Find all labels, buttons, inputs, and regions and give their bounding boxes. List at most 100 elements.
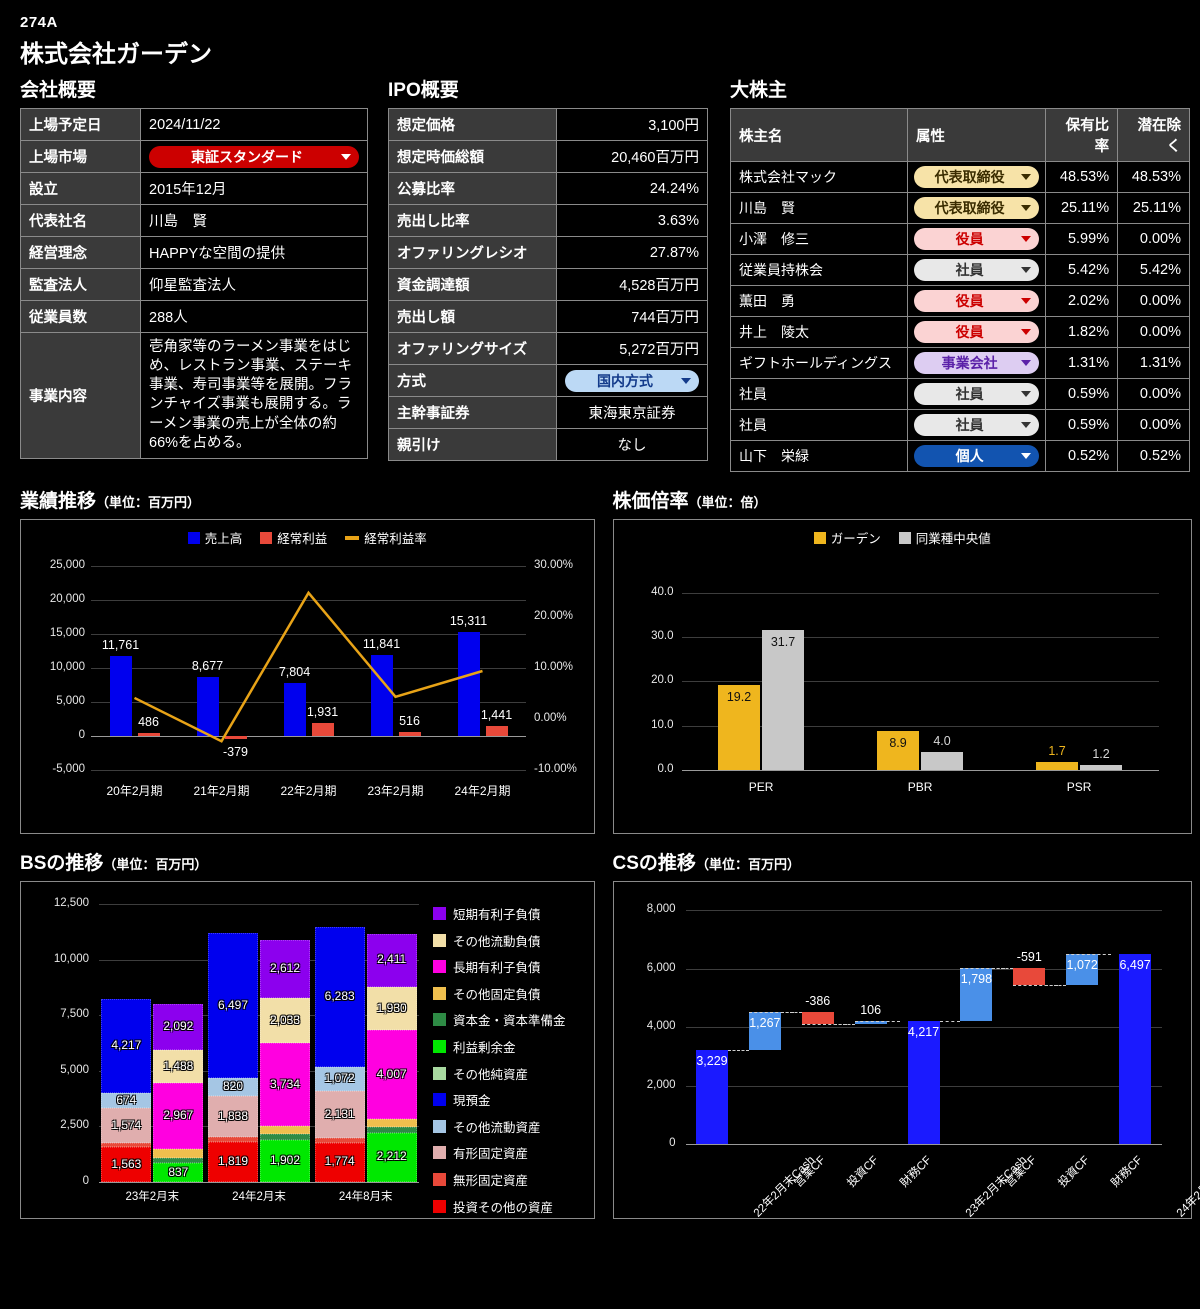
holder-attribute: 社員	[907, 409, 1047, 441]
bar-liability-segment	[260, 1126, 310, 1135]
y-axis-tick: 5,000	[60, 1063, 89, 1076]
holder-name: 山下 栄緑	[729, 440, 909, 472]
segment-value-label: 2,967	[163, 1108, 194, 1123]
ipo-row-key: 公募比率	[388, 172, 557, 205]
table-row: 事業内容 壱角家等のラーメン事業をはじめ、レストラン事業、ステーキ事業、寿司事業等…	[20, 332, 368, 459]
attribute-badge[interactable]: 役員	[914, 290, 1040, 312]
y-axis-tick: 30.0	[651, 630, 674, 643]
bar-liability-segment	[260, 1139, 310, 1182]
badge-label: 国内方式	[597, 372, 653, 389]
holder-attribute: 社員	[907, 254, 1047, 286]
holder-attribute: 代表取締役	[907, 161, 1047, 193]
segment-value-label: 1,930	[376, 1000, 407, 1015]
holder-ratio-ex-potential: 0.00%	[1117, 409, 1190, 441]
bar-asset-segment	[101, 1147, 152, 1182]
y-axis-tick: 10,000	[49, 661, 85, 673]
x-axis-tick: 24年2月末Cash	[1174, 1154, 1200, 1220]
bar-asset-segment	[208, 1141, 258, 1182]
waterfall-connector	[992, 968, 1014, 970]
waterfall-value-label: 1,798	[960, 972, 993, 987]
badge-label: 社員	[955, 386, 984, 402]
segment-value-label: 674	[116, 1092, 137, 1107]
waterfall-bar-down	[801, 1012, 834, 1024]
waterfall-bar-up	[748, 1012, 781, 1050]
holder-ratio: 5.99%	[1045, 223, 1119, 255]
gridline	[91, 566, 526, 567]
legend-swatch	[433, 1093, 446, 1107]
company-row-value: 288人	[140, 300, 368, 333]
holder-ratio: 0.59%	[1045, 409, 1119, 441]
y-axis-tick: 8,000	[646, 903, 676, 915]
attribute-badge[interactable]: 役員	[914, 228, 1040, 250]
table-row: 山下 栄緑 個人 0.52% 0.52%	[729, 440, 1190, 472]
legend-item: 利益剰余金	[433, 1037, 566, 1056]
table-row: 小澤 修三 役員 5.99% 0.00%	[729, 223, 1190, 255]
bar-asset-segment	[101, 1093, 152, 1109]
y-axis-tick: 5,000	[56, 695, 85, 707]
legend-label: 有形固定資産	[453, 1147, 529, 1162]
ipo-row-value: 3,100円	[556, 108, 708, 141]
legend-label: その他流動負債	[453, 934, 541, 949]
waterfall-bar-up	[1066, 953, 1099, 986]
holder-attribute: 役員	[907, 285, 1047, 317]
gridline	[99, 904, 419, 905]
table-row: 従業員持株会 社員 5.42% 5.42%	[729, 254, 1190, 286]
legend-swatch	[813, 531, 826, 544]
bar-asset-segment	[314, 1090, 365, 1139]
bar-value-label: 1.7	[1048, 744, 1066, 759]
waterfall-connector	[939, 1020, 961, 1022]
legend-item: 長期有利子負債	[433, 957, 566, 976]
attribute-badge[interactable]: 事業会社	[914, 352, 1040, 374]
company-row-key: 代表社名	[20, 204, 141, 237]
y-axis-tick: 10,000	[53, 952, 89, 965]
attribute-badge[interactable]: 役員	[914, 321, 1040, 343]
bar-label-sales: 7,804	[278, 664, 311, 679]
market-badge[interactable]: 東証スタンダード	[149, 145, 359, 168]
attribute-badge[interactable]: 個人	[914, 445, 1040, 467]
gridline	[685, 910, 1162, 911]
x-axis-tick: 21年2月期	[193, 784, 250, 798]
legend-label: 売上高	[204, 532, 243, 546]
holder-name: 株式会社マック	[729, 161, 909, 193]
gridline	[91, 736, 526, 737]
y2-axis-tick: 10.00%	[534, 661, 574, 673]
badge-label: 事業会社	[941, 355, 998, 371]
x-axis-tick: 財務CF	[1109, 1154, 1146, 1190]
y-axis-tick: 25,000	[49, 559, 85, 571]
legend-item: 有形固定資産	[433, 1143, 566, 1162]
badge-label: 社員	[955, 262, 984, 278]
y-axis-tick: 0.0	[657, 763, 674, 775]
ipo-row-value: 東海東京証券	[556, 396, 708, 429]
attribute-badge[interactable]: 代表取締役	[914, 166, 1040, 188]
chevron-down-icon	[1021, 205, 1032, 211]
holder-ratio-ex-potential: 0.00%	[1117, 378, 1190, 410]
attribute-badge[interactable]: 代表取締役	[914, 197, 1040, 219]
segment-value-label: 2,612	[269, 961, 301, 976]
bs-unit: （単位：百万円）	[103, 857, 208, 872]
holder-attribute: 役員	[907, 223, 1047, 255]
legend-label: 同業種中央値	[915, 532, 991, 546]
company-name: 株式会社ガーデン	[20, 41, 212, 68]
attribute-badge[interactable]: 社員	[914, 383, 1040, 405]
table-row: 公募比率 24.24%	[388, 172, 708, 205]
ipo-row-value: 国内方式	[556, 364, 708, 397]
bar-liability-segment	[260, 940, 310, 999]
holder-name: 薫田 勇	[729, 285, 909, 317]
bar-garden	[718, 684, 761, 770]
table-row: 想定価格 3,100円	[388, 108, 708, 141]
holder-ratio-ex-potential: 0.00%	[1117, 316, 1190, 348]
offering-method-badge[interactable]: 国内方式	[565, 369, 699, 392]
bar-label-ordinary-profit: -379	[222, 744, 249, 759]
legend-item: その他固定負債	[433, 984, 566, 1003]
attribute-badge[interactable]: 社員	[914, 259, 1040, 281]
chevron-down-icon	[1021, 453, 1032, 459]
attribute-badge[interactable]: 社員	[914, 414, 1040, 436]
holder-ratio-ex-potential: 25.11%	[1117, 192, 1190, 224]
bar-ordinary-profit	[224, 736, 247, 739]
holder-ratio-ex-potential: 0.00%	[1117, 223, 1190, 255]
bar-asset-segment	[208, 1096, 258, 1138]
x-axis-tick: 財務CF	[897, 1154, 934, 1190]
badge-label: 役員	[955, 231, 984, 247]
holder-ratio: 48.53%	[1045, 161, 1119, 193]
y2-axis-tick: 0.00%	[534, 712, 567, 724]
